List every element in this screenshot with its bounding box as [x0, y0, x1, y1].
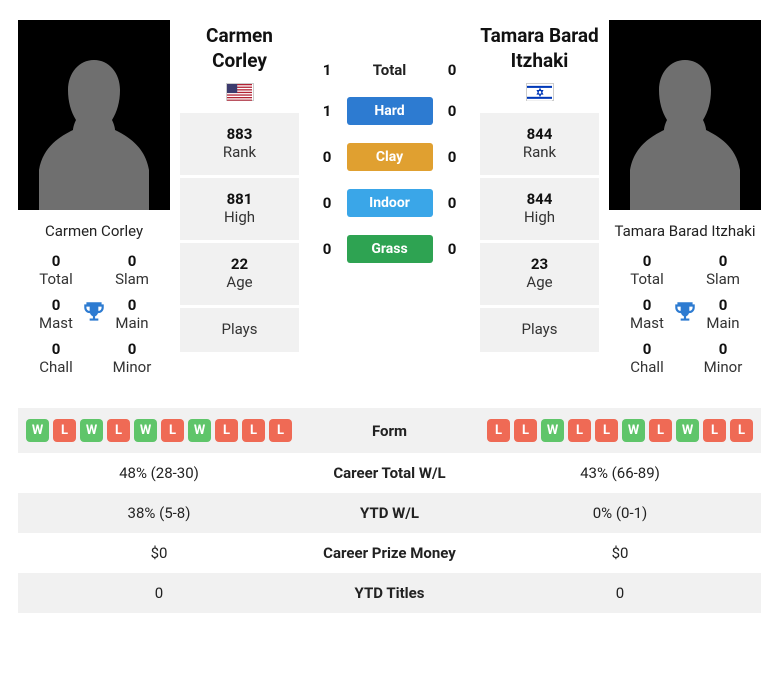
- silhouette-icon: [620, 40, 750, 210]
- p2-form-chips: LLWLLWLWLL: [487, 419, 753, 442]
- player1-avatar[interactable]: [18, 20, 170, 210]
- p1-rank: 883Rank: [180, 113, 299, 175]
- h2h-p1-clay: 0: [309, 148, 345, 166]
- form-chip[interactable]: W: [26, 419, 49, 442]
- h2h-total-p1: 1: [309, 61, 345, 79]
- form-chip[interactable]: L: [161, 419, 184, 442]
- player1-flag-icon: [226, 83, 254, 101]
- h2h-row-hard: 1Hard0: [309, 97, 470, 125]
- form-chip[interactable]: L: [269, 419, 292, 442]
- player2-avatar[interactable]: [609, 20, 761, 210]
- h2h-total-row: 1 Total 0: [309, 60, 470, 79]
- player1-card: Carmen Corley 0Total 0Slam 0Mast 0Main 0…: [18, 20, 170, 380]
- p1-total-titles: 0Total: [18, 248, 94, 292]
- p2-high: 844High: [480, 178, 599, 240]
- label-ytd-wl: YTD W/L: [300, 493, 479, 533]
- p1-ytd-titles: 0: [18, 573, 300, 613]
- player2-flag-icon: [526, 83, 554, 101]
- player2-name-under[interactable]: Tamara Barad Itzhaki: [609, 210, 761, 248]
- p2-minor-titles: 0Minor: [685, 336, 761, 380]
- h2h-row-grass: 0Grass0: [309, 235, 470, 263]
- label-career-wl: Career Total W/L: [300, 453, 479, 493]
- trophy-icon: [672, 299, 698, 329]
- row-career-wl: 48% (28-30) Career Total W/L 43% (66-89): [18, 453, 761, 493]
- player1-name-under[interactable]: Carmen Corley: [18, 210, 170, 248]
- p2-chall-titles: 0Chall: [609, 336, 685, 380]
- h2h-total-p2: 0: [434, 61, 470, 79]
- h2h-total-label: Total: [373, 61, 407, 79]
- silhouette-icon: [29, 40, 159, 210]
- p1-plays: Plays: [180, 308, 299, 352]
- label-prize: Career Prize Money: [300, 533, 479, 573]
- h2h-p2-clay: 0: [434, 148, 470, 166]
- form-chip[interactable]: W: [80, 419, 103, 442]
- form-chip[interactable]: L: [107, 419, 130, 442]
- row-ytd-titles: 0 YTD Titles 0: [18, 573, 761, 613]
- row-prize: $0 Career Prize Money $0: [18, 533, 761, 573]
- surface-badge-clay[interactable]: Clay: [347, 143, 433, 171]
- row-ytd-wl: 38% (5-8) YTD W/L 0% (0-1): [18, 493, 761, 533]
- form-chip[interactable]: L: [595, 419, 618, 442]
- h2h-row-indoor: 0Indoor0: [309, 189, 470, 217]
- row-form: WLWLWLWLLL Form LLWLLWLWLL: [18, 408, 761, 453]
- h2h-column: 1 Total 0 1Hard00Clay00Indoor00Grass0: [309, 20, 470, 281]
- h2h-p2-grass: 0: [434, 240, 470, 258]
- player1-name[interactable]: Carmen Corley: [180, 24, 299, 73]
- form-chip[interactable]: L: [242, 419, 265, 442]
- form-chip[interactable]: L: [649, 419, 672, 442]
- player1-stat-column: Carmen Corley 883Rank 881High 22Age Play…: [180, 20, 299, 355]
- p2-ytd-wl: 0% (0-1): [479, 493, 761, 533]
- h2h-p2-hard: 0: [434, 102, 470, 120]
- h2h-p1-grass: 0: [309, 240, 345, 258]
- form-chip[interactable]: L: [514, 419, 537, 442]
- surface-badge-grass[interactable]: Grass: [347, 235, 433, 263]
- p2-slam-titles: 0Slam: [685, 248, 761, 292]
- p1-slam-titles: 0Slam: [94, 248, 170, 292]
- label-form: Form: [300, 408, 479, 453]
- player2-name[interactable]: Tamara Barad Itzhaki: [480, 24, 599, 73]
- surface-badge-indoor[interactable]: Indoor: [347, 189, 433, 217]
- p2-age: 23Age: [480, 243, 599, 305]
- form-chip[interactable]: W: [622, 419, 645, 442]
- form-chip[interactable]: W: [541, 419, 564, 442]
- p1-age: 22Age: [180, 243, 299, 305]
- p1-form-chips: WLWLWLWLLL: [26, 419, 292, 442]
- h2h-p2-indoor: 0: [434, 194, 470, 212]
- form-chip[interactable]: L: [487, 419, 510, 442]
- p1-career-wl: 48% (28-30): [18, 453, 300, 493]
- comparison-table: WLWLWLWLLL Form LLWLLWLWLL 48% (28-30) C…: [18, 408, 761, 613]
- form-chip[interactable]: L: [215, 419, 238, 442]
- h2h-p1-indoor: 0: [309, 194, 345, 212]
- p1-high: 881High: [180, 178, 299, 240]
- player2-card: Tamara Barad Itzhaki 0Total 0Slam 0Mast …: [609, 20, 761, 380]
- form-chip[interactable]: W: [676, 419, 699, 442]
- p1-chall-titles: 0Chall: [18, 336, 94, 380]
- h2h-row-clay: 0Clay0: [309, 143, 470, 171]
- form-chip[interactable]: W: [188, 419, 211, 442]
- p1-prize: $0: [18, 533, 300, 573]
- trophy-icon: [81, 299, 107, 329]
- p2-plays: Plays: [480, 308, 599, 352]
- p1-ytd-wl: 38% (5-8): [18, 493, 300, 533]
- h2h-p1-hard: 1: [309, 102, 345, 120]
- player2-stat-column: Tamara Barad Itzhaki 844Rank 844High 23A…: [480, 20, 599, 355]
- label-ytd-titles: YTD Titles: [300, 573, 479, 613]
- p2-prize: $0: [479, 533, 761, 573]
- p2-career-wl: 43% (66-89): [479, 453, 761, 493]
- p2-total-titles: 0Total: [609, 248, 685, 292]
- form-chip[interactable]: L: [568, 419, 591, 442]
- form-chip[interactable]: W: [134, 419, 157, 442]
- form-chip[interactable]: L: [703, 419, 726, 442]
- p2-rank: 844Rank: [480, 113, 599, 175]
- form-chip[interactable]: L: [730, 419, 753, 442]
- form-chip[interactable]: L: [53, 419, 76, 442]
- surface-badge-hard[interactable]: Hard: [347, 97, 433, 125]
- p2-ytd-titles: 0: [479, 573, 761, 613]
- p1-minor-titles: 0Minor: [94, 336, 170, 380]
